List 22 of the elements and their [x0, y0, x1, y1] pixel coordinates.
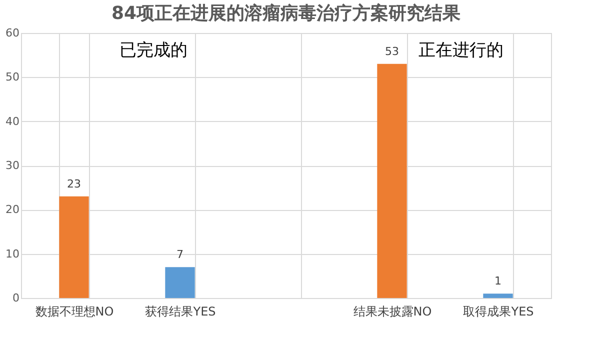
y-tick-label: 0 [12, 292, 20, 304]
y-tick-label: 10 [6, 247, 20, 260]
bar [59, 196, 89, 298]
bar [377, 64, 407, 298]
x-tick-label: 结果未披露NO [353, 304, 432, 318]
y-tick-label: 50 [6, 70, 20, 84]
data-label: 23 [67, 177, 81, 190]
annotation: 正在进行的 [418, 40, 504, 61]
y-tick-label: 40 [6, 114, 20, 128]
x-tick-label: 数据不理想NO [35, 304, 114, 318]
chart-title: 84项正在进展的溶瘤病毒治疗方案研究结果 [111, 3, 462, 24]
y-tick-label: 60 [6, 26, 20, 40]
bar [165, 267, 195, 298]
y-tick-label: 30 [6, 159, 20, 172]
y-tick-label: 20 [6, 203, 20, 216]
x-tick-label: 获得结果YES [145, 304, 216, 318]
data-label: 53 [385, 44, 399, 58]
data-label: 1 [494, 274, 502, 288]
annotation: 已完成的 [120, 40, 188, 61]
x-tick-label: 取得成果YES [463, 304, 534, 318]
bar [483, 294, 513, 298]
data-label: 7 [176, 248, 184, 262]
